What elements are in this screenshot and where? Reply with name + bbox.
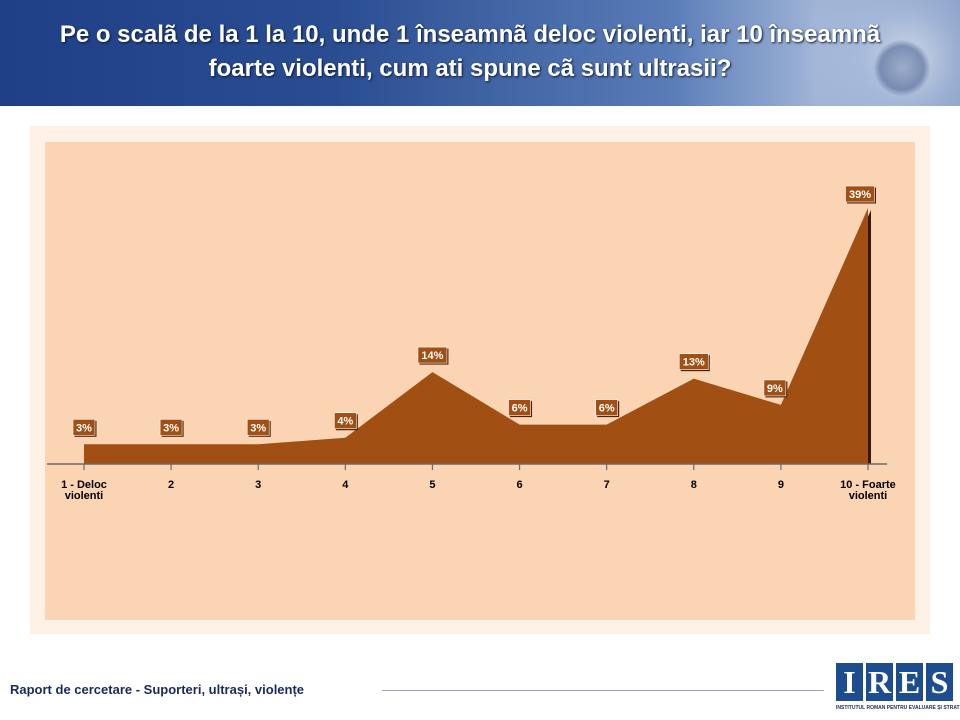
- data-label-box: [334, 412, 357, 430]
- data-label-box: [246, 419, 270, 436]
- x-tick-label: 6: [516, 479, 522, 491]
- data-label-box: [763, 379, 787, 397]
- x-tick-label: 10 - Foarte: [840, 479, 896, 491]
- data-label-box: [845, 185, 875, 203]
- data-label-box: [417, 346, 448, 364]
- page-title: Pe o scalã de la 1 la 10, unde 1 înseamn…: [0, 18, 940, 86]
- footer-divider: [382, 690, 824, 691]
- data-label: 39%: [849, 189, 871, 201]
- x-tick-label: 2: [168, 479, 174, 491]
- data-label: 6%: [599, 403, 615, 415]
- x-tick-label: 9: [778, 479, 784, 491]
- logo-letter: E: [896, 663, 923, 701]
- data-label: 13%: [683, 357, 705, 369]
- chart-container: 1 - Deloc violenti 2 3 4 5 6 7 8 9 10 - Foarte viol…: [30, 126, 930, 634]
- data-label: 3%: [76, 422, 92, 434]
- logo-letter: I: [836, 663, 863, 701]
- x-tick-label: 3: [255, 479, 261, 491]
- x-tick-label: 4: [342, 479, 349, 491]
- header-glow: [760, 0, 960, 106]
- logo-subtitle: INSTITUTUL ROMÂN PENTRU EVALUARE ȘI STRA…: [836, 705, 960, 711]
- header-banner: Pe o scalã de la 1 la 10, unde 1 înseamn…: [0, 0, 960, 106]
- data-label-box: [72, 419, 96, 436]
- x-tick-label: 8: [691, 479, 697, 491]
- data-label: 4%: [337, 416, 353, 428]
- data-label-box: [508, 399, 531, 416]
- data-label: 3%: [163, 422, 179, 434]
- data-label-box: [159, 419, 183, 436]
- x-tick-label: 1 - Deloc: [61, 479, 107, 491]
- data-label: 3%: [250, 422, 266, 434]
- area-series: [84, 208, 868, 464]
- data-label-box: [678, 353, 709, 370]
- x-tick-label: violenti: [65, 490, 104, 502]
- data-label-box: [595, 399, 618, 416]
- x-tick-label: violenti: [849, 490, 888, 502]
- x-tick-label: 7: [604, 479, 610, 491]
- logo-letter: R: [866, 663, 893, 701]
- page-title-line-1: Pe o scalã de la 1 la 10, unde 1 înseamn…: [59, 21, 881, 48]
- header-decoration: [874, 40, 930, 96]
- footer-report-label: Raport de cercetare - Suporteri, ultrași…: [10, 682, 305, 697]
- logo-letter: S: [926, 663, 953, 701]
- page-title-line-2: foarte violenti, cum ati spune cã sunt u…: [208, 55, 732, 82]
- x-tick-label: 5: [429, 479, 435, 491]
- data-label: 6%: [512, 403, 528, 415]
- data-label: 14%: [421, 350, 443, 362]
- data-label: 9%: [767, 383, 783, 395]
